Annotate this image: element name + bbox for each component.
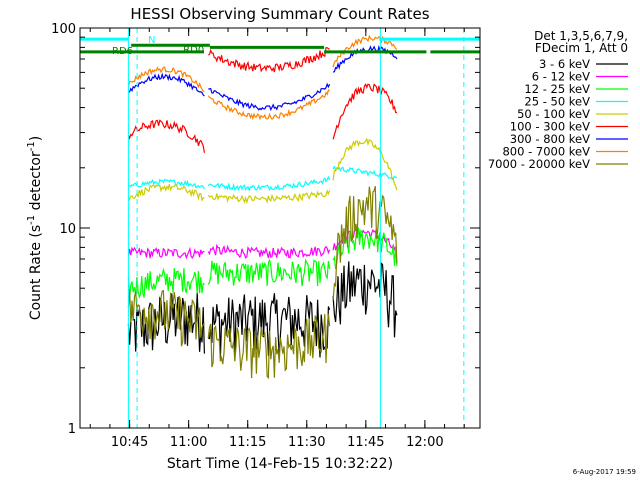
series-7-line <box>128 44 398 112</box>
series-1-line <box>127 261 398 359</box>
y-tick-label: 1 <box>68 422 76 437</box>
series-4-line <box>128 165 398 192</box>
legend-label-9: 7000 - 20000 keV <box>488 157 590 171</box>
footer-date: 6-Aug-2017 19:59 <box>573 468 636 476</box>
legend: Det 1,3,5,6,7,9, FDecim 1, Att 0 3 - 6 k… <box>488 29 628 171</box>
legend-label-6: 100 - 300 keV <box>510 120 590 134</box>
legend-label-3: 12 - 25 keV <box>524 82 590 96</box>
flag-label-1: N <box>148 35 155 46</box>
plot-frame <box>79 27 481 429</box>
x-tick-label: 12:00 <box>406 435 443 450</box>
series-layer <box>127 34 398 380</box>
series-9-line <box>127 185 398 380</box>
x-tick-label: 11:00 <box>170 435 207 450</box>
axes-layer: 10:45 11:00 11:15 11:30 11:45 12:00 1 10 100 <box>51 22 480 450</box>
series-8-line <box>127 34 398 121</box>
legend-label-8: 800 - 7000 keV <box>502 145 590 159</box>
x-tick-label: 11:30 <box>288 435 325 450</box>
y-tick-label: 10 <box>59 222 76 237</box>
x-axis-label: Start Time (14-Feb-15 10:32:22) <box>167 456 393 472</box>
legend-header-line-2: FDecim 1, Att 0 <box>535 41 628 55</box>
series-3-line <box>127 227 398 299</box>
legend-label-4: 25 - 50 keV <box>524 95 590 109</box>
x-tick-label: 11:15 <box>229 435 266 450</box>
series-5-line <box>127 137 398 205</box>
legend-label-5: 50 - 100 keV <box>517 107 590 121</box>
flag-label-3: RD6 <box>112 46 133 57</box>
series-6-line <box>127 47 397 153</box>
chart-title: HESSI Observing Summary Count Rates <box>130 5 429 23</box>
legend-label-1: 3 - 6 keV <box>539 57 590 71</box>
legend-label-7: 300 - 800 keV <box>510 132 590 146</box>
legend-header-line-1: Det 1,3,5,6,7,9, <box>534 29 628 43</box>
y-tick-label: 100 <box>51 22 76 37</box>
x-tick-label: 11:45 <box>347 435 384 450</box>
legend-label-2: 6 - 12 keV <box>532 70 590 84</box>
overlay-layer: NRD0RD6 <box>80 28 480 428</box>
x-tick-label: 10:45 <box>111 435 148 450</box>
y-axis-label: Count Rate (s-1 detector-1) <box>26 136 44 320</box>
